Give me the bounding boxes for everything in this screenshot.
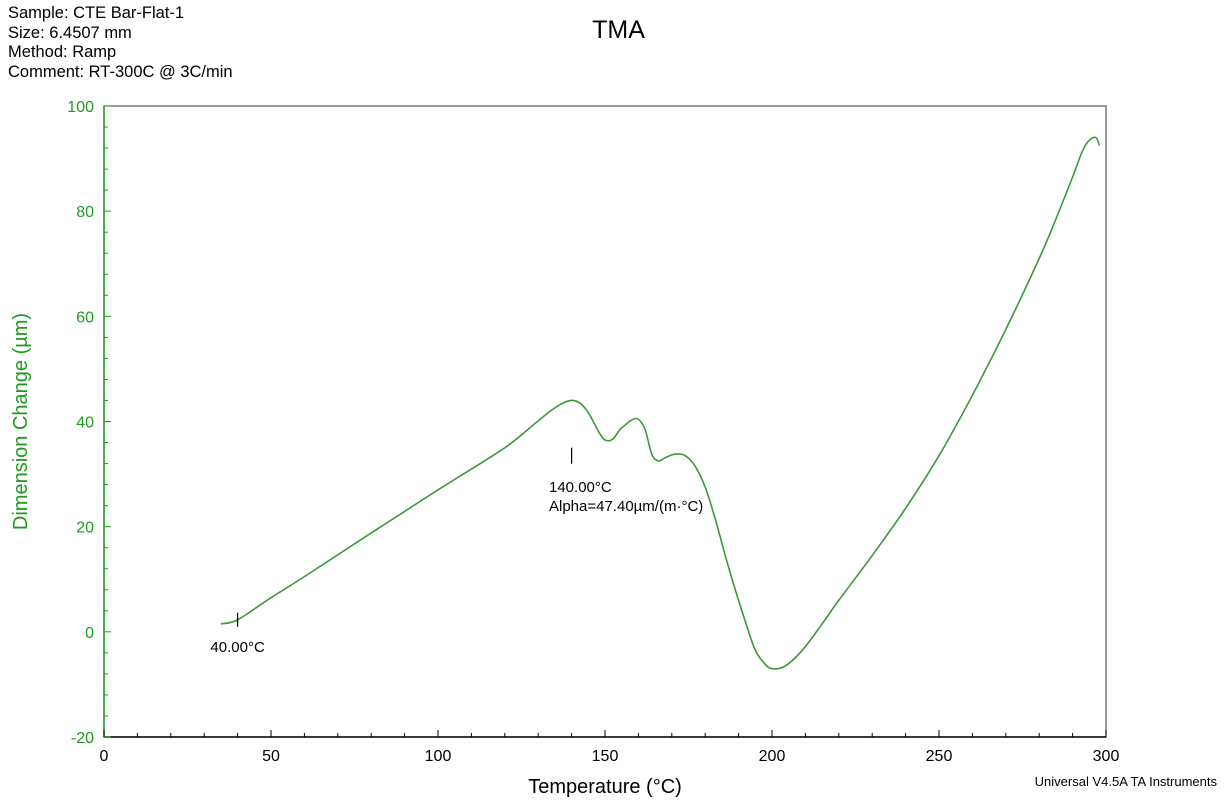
chart-title: TMA [592,16,645,44]
x-tick-label: 50 [262,748,280,765]
size-label: Size: 6.4507 mm [8,23,132,42]
y-tick-label: 0 [85,625,94,642]
tma-curve [220,136,1101,670]
y-tick-label: 60 [76,309,94,326]
x-tick-label: 150 [592,748,619,765]
y-tick-label: 100 [67,99,94,116]
x-tick-label: 200 [759,748,786,765]
x-tick-label: 250 [926,748,953,765]
annotation-40c: 40.00°C [210,639,265,656]
method-label: Method: Ramp [8,43,117,61]
y-tick-label: -20 [71,730,94,747]
annotation-140c: 140.00°C [549,479,612,496]
y-tick-label: 20 [76,520,94,537]
y-axis-label: Dimension Change (µm) [10,313,32,530]
annotation-alpha: Alpha=47.40µm/(m·°C) [549,498,703,515]
x-tick-label: 100 [425,748,452,765]
x-tick-label: 300 [1093,748,1120,765]
sample-label: Sample: CTE Bar-Flat-1 [8,4,185,22]
software-version: Universal V4.5A TA Instruments [1034,774,1217,789]
y-tick-label: 40 [76,415,94,432]
comment-label: Comment: RT-300C @ 3C/min [8,62,233,81]
y-tick-label: 80 [76,204,94,221]
x-tick-label: 0 [100,748,109,765]
x-axis-label: Temperature (°C) [528,776,682,798]
sample-info: Sample: CTE Bar-Flat-1 Size: 6.4507 mm M… [8,4,233,82]
